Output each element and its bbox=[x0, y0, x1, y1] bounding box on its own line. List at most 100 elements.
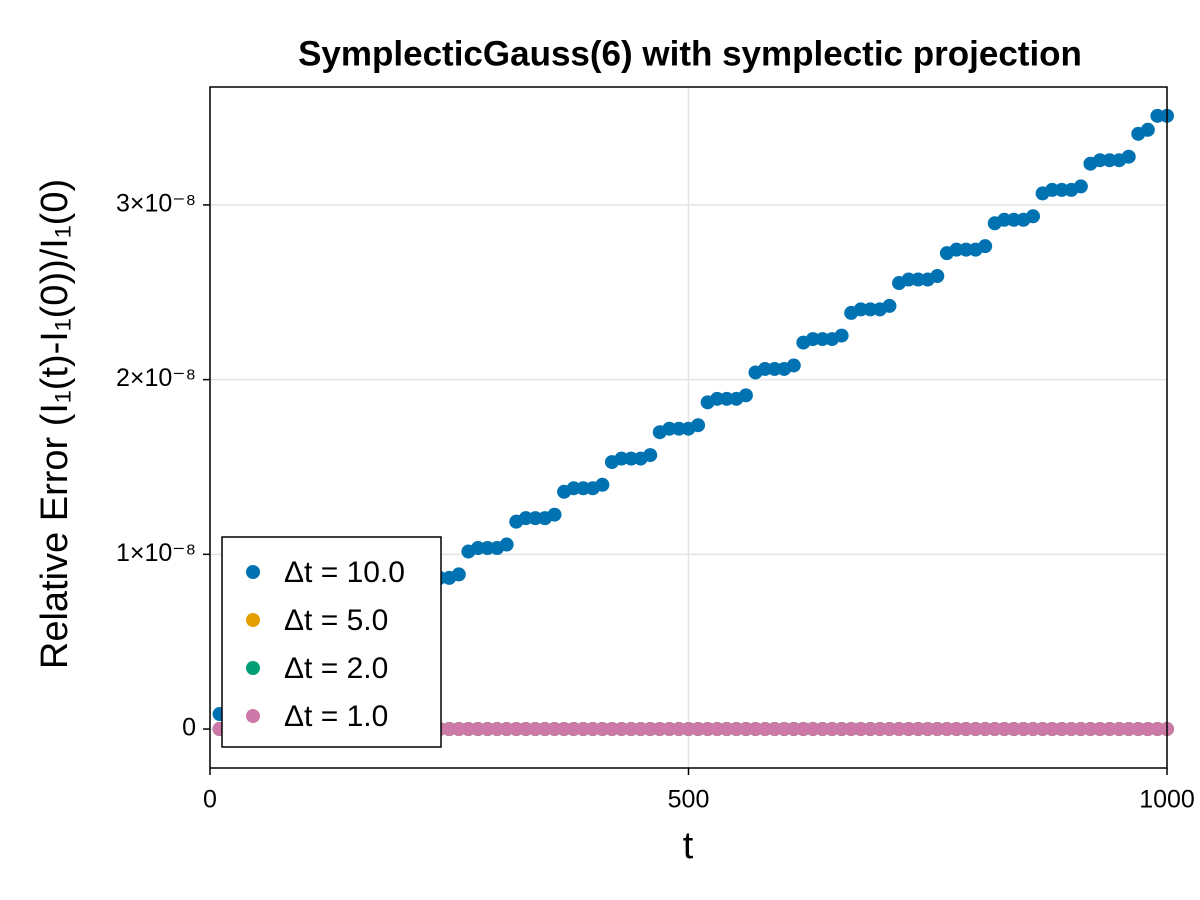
data-point bbox=[662, 421, 677, 436]
x-tick-label: 0 bbox=[203, 786, 217, 814]
data-point bbox=[691, 722, 706, 737]
data-point bbox=[509, 722, 524, 737]
data-point bbox=[863, 722, 878, 737]
data-point bbox=[595, 477, 610, 492]
data-point bbox=[1045, 722, 1060, 737]
data-point bbox=[1083, 722, 1098, 737]
data-point bbox=[997, 722, 1012, 737]
legend-marker bbox=[246, 661, 260, 675]
data-point bbox=[1073, 179, 1088, 194]
data-point bbox=[939, 722, 954, 737]
data-point bbox=[451, 567, 466, 582]
data-point bbox=[978, 239, 993, 254]
data-point bbox=[834, 722, 849, 737]
data-point bbox=[1006, 212, 1021, 227]
data-point bbox=[1150, 108, 1165, 123]
data-point bbox=[853, 722, 868, 737]
data-point bbox=[490, 722, 505, 737]
data-point bbox=[949, 242, 964, 257]
data-point bbox=[834, 328, 849, 343]
data-point bbox=[470, 722, 485, 737]
plot-frame bbox=[209, 86, 1168, 769]
data-point bbox=[987, 722, 1002, 737]
data-point bbox=[853, 302, 868, 317]
data-point bbox=[911, 722, 926, 737]
data-point bbox=[796, 722, 811, 737]
data-point bbox=[1121, 722, 1136, 737]
data-point bbox=[576, 481, 591, 496]
data-point bbox=[767, 361, 782, 376]
data-point bbox=[1140, 122, 1155, 137]
legend-label: Δt = 2.0 bbox=[284, 652, 388, 685]
data-point bbox=[1026, 209, 1041, 224]
data-point bbox=[1093, 153, 1108, 168]
y-tick-label: 1×10⁻⁸ bbox=[116, 539, 196, 567]
data-point bbox=[901, 722, 916, 737]
data-point bbox=[1035, 722, 1050, 737]
data-point bbox=[930, 269, 945, 284]
data-point bbox=[959, 242, 974, 257]
data-point bbox=[537, 722, 552, 737]
y-tick-label: 2×10⁻⁸ bbox=[116, 364, 196, 392]
data-point bbox=[920, 722, 935, 737]
data-point bbox=[604, 722, 619, 737]
y-tick-label: 3×10⁻⁸ bbox=[116, 190, 196, 218]
data-point bbox=[825, 722, 840, 737]
y-tick-label: 0 bbox=[182, 714, 196, 742]
data-point bbox=[786, 722, 801, 737]
data-point bbox=[997, 212, 1012, 227]
data-point bbox=[614, 451, 629, 466]
data-point bbox=[978, 722, 993, 737]
data-point bbox=[1140, 722, 1155, 737]
x-tick-label: 1000 bbox=[1139, 786, 1195, 814]
data-point bbox=[1006, 722, 1021, 737]
data-point bbox=[566, 481, 581, 496]
data-point bbox=[566, 722, 581, 737]
data-point bbox=[758, 361, 773, 376]
x-tick-label: 500 bbox=[668, 786, 710, 814]
data-point bbox=[576, 722, 591, 737]
data-point bbox=[1150, 722, 1165, 737]
data-point bbox=[1112, 722, 1127, 737]
data-point bbox=[518, 511, 533, 526]
data-point bbox=[480, 541, 495, 556]
data-point bbox=[892, 722, 907, 737]
legend-marker bbox=[246, 613, 260, 627]
data-point bbox=[662, 722, 677, 737]
data-point bbox=[815, 722, 830, 737]
data-point bbox=[949, 722, 964, 737]
legend-label: Δt = 5.0 bbox=[284, 604, 388, 637]
data-point bbox=[805, 722, 820, 737]
data-point bbox=[671, 421, 686, 436]
data-point bbox=[499, 722, 514, 737]
data-point bbox=[624, 722, 639, 737]
data-point bbox=[738, 722, 753, 737]
data-point bbox=[815, 332, 830, 347]
data-point bbox=[1093, 722, 1108, 737]
data-point bbox=[643, 448, 658, 463]
data-point bbox=[442, 722, 457, 737]
x-axis-label: t bbox=[683, 825, 694, 867]
data-point bbox=[882, 298, 897, 313]
data-point bbox=[528, 511, 543, 526]
data-point bbox=[1121, 149, 1136, 164]
data-point bbox=[1102, 153, 1117, 168]
data-point bbox=[911, 272, 926, 287]
data-point bbox=[633, 722, 648, 737]
data-point bbox=[1131, 722, 1146, 737]
legend-label: Δt = 10.0 bbox=[284, 556, 405, 589]
data-point bbox=[614, 722, 629, 737]
legend-label: Δt = 1.0 bbox=[284, 700, 388, 733]
data-point bbox=[681, 722, 696, 737]
data-point bbox=[585, 722, 600, 737]
data-point bbox=[777, 722, 792, 737]
data-point bbox=[719, 391, 734, 406]
legend-marker bbox=[246, 709, 260, 723]
data-point bbox=[872, 722, 887, 737]
data-point bbox=[767, 722, 782, 737]
y-axis-label: Relative Error (I₁(t)-I₁(0))/I₁(0) bbox=[34, 179, 76, 669]
data-point bbox=[1073, 722, 1088, 737]
data-point bbox=[499, 537, 514, 552]
data-point bbox=[719, 722, 734, 737]
